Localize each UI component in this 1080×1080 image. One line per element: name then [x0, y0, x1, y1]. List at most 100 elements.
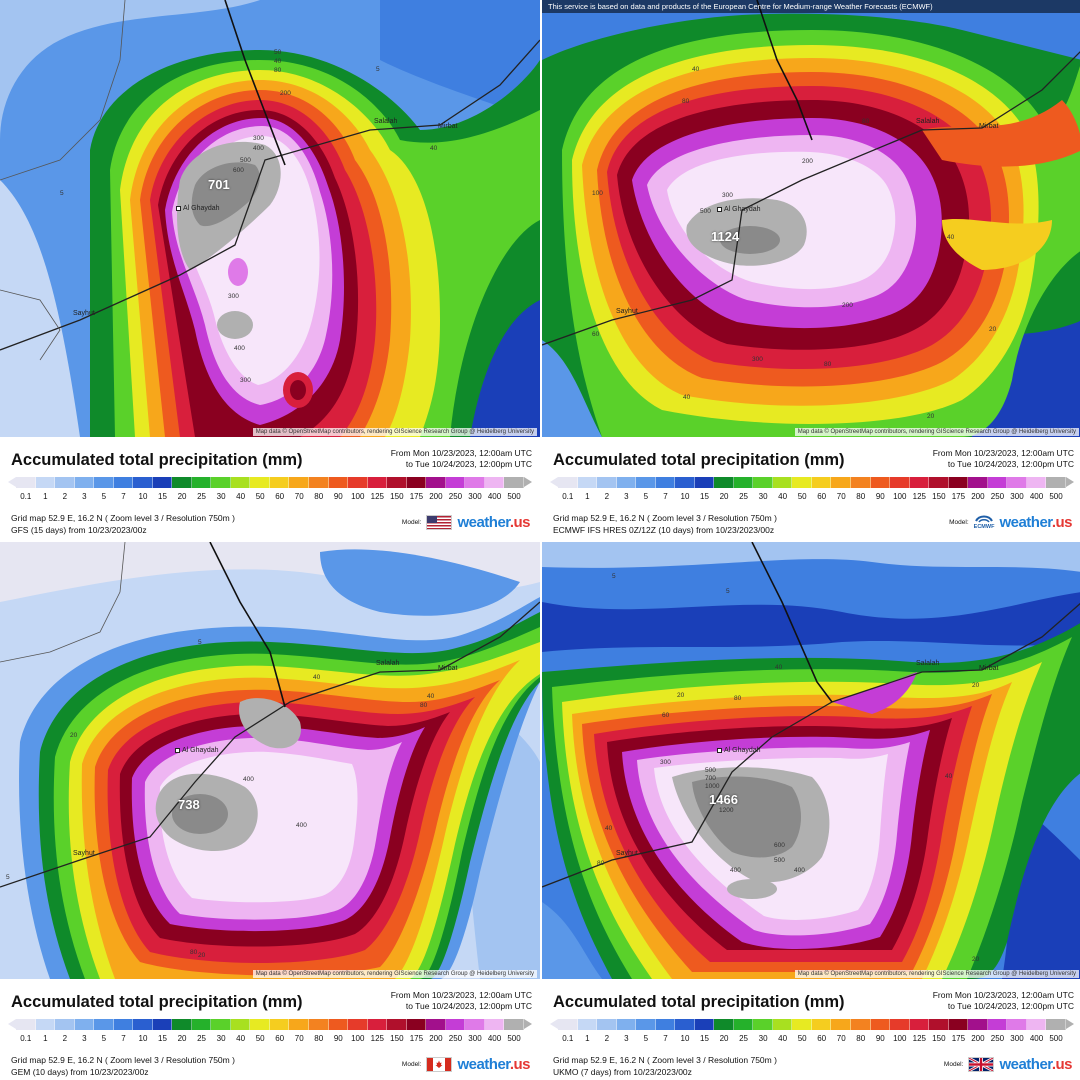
- scale-tick-label: 25: [197, 492, 206, 501]
- scale-tick-label: 15: [700, 492, 709, 501]
- scale-tick-label: 1: [585, 1034, 590, 1043]
- scale-swatch: [426, 477, 446, 488]
- max-value-label: 701: [208, 177, 230, 192]
- scale-right-arrow-icon: [524, 1019, 532, 1029]
- scale-tick-label: 7: [663, 492, 668, 501]
- legend-panel: Accumulated total precipitation (mm) Fro…: [0, 979, 540, 1080]
- scale-swatch: [269, 477, 290, 488]
- scale-tick-label: 90: [875, 1034, 885, 1043]
- max-value-label: 738: [178, 797, 200, 812]
- map-attribution[interactable]: Map data © OpenStreetMap contributors, r…: [252, 970, 537, 978]
- scale-swatch: [772, 1019, 793, 1030]
- scale-tick-label: 25: [739, 492, 748, 501]
- scale-swatch: [1026, 477, 1047, 488]
- scale-tick-label: 90: [875, 492, 885, 501]
- scale-tick-label: 400: [487, 1034, 502, 1043]
- scale-swatch: [909, 1019, 930, 1030]
- scale-tick-label: 400: [1029, 1034, 1044, 1043]
- scale-tick-label: 0.1: [20, 1034, 32, 1043]
- precip-map[interactable]: This service is based on data and produc…: [542, 0, 1080, 437]
- map-title: Accumulated total precipitation (mm): [553, 993, 845, 1011]
- brand-logo: weather.us: [457, 1055, 530, 1073]
- scale-tick-label: 40: [778, 492, 788, 501]
- scale-swatch: [968, 477, 988, 488]
- scale-swatch: [35, 1019, 56, 1030]
- scale-swatch: [74, 1019, 95, 1030]
- scale-swatch: [675, 1019, 695, 1030]
- city-sayhut: Sayhut: [616, 850, 638, 857]
- scale-tick-label: 3: [624, 492, 629, 501]
- scale-swatch: [348, 1019, 368, 1030]
- model-badge[interactable]: Model: weather.us: [402, 1053, 531, 1075]
- scale-swatch: [55, 1019, 75, 1030]
- time-period: From Mon 10/23/2023, 12:00am UTC to Tue 1…: [391, 448, 532, 470]
- scale-swatch: [890, 1019, 910, 1030]
- period-to: to Tue 10/24/2023, 12:00pm UTC: [947, 459, 1074, 469]
- usa-flag-icon: [426, 514, 453, 530]
- scale-swatch: [133, 1019, 153, 1030]
- model-badge[interactable]: Model: weather.us: [401, 511, 531, 533]
- color-scale-ticks: 0.1 1 2 3 5 7 10 15 20 25 30 40 50 60 70 80 90 100 125 150 1…: [16, 492, 524, 504]
- city-label: Mirbat: [979, 123, 999, 130]
- scale-tick-label: 125: [370, 492, 384, 501]
- scale-swatch: [558, 1019, 578, 1030]
- max-value-label: 1466: [709, 792, 738, 807]
- model-info: ECMWF IFS HRES 0Z/12Z (10 days) from 10/…: [553, 525, 775, 535]
- color-scale: [550, 1019, 1074, 1030]
- time-period: From Mon 10/23/2023, 12:00am UTC to Tue 1…: [391, 990, 532, 1012]
- city-label: Mirbat: [438, 123, 458, 130]
- precip-map[interactable]: 701 Al Ghaydah Salalah Mirbat Sayhut 50 …: [0, 0, 540, 437]
- contour-label: 5: [612, 573, 616, 580]
- scale-swatch: [987, 477, 1008, 488]
- color-scale-bar: [16, 1019, 524, 1030]
- scale-tick-label: 30: [758, 1034, 768, 1043]
- ecmwf-notice: This service is based on data and produc…: [542, 0, 1080, 13]
- city-sayhut: Sayhut: [73, 310, 95, 317]
- model-badge[interactable]: Model: weather.us: [943, 1053, 1073, 1075]
- contour-label: 200: [842, 302, 853, 309]
- scale-swatch: [929, 1019, 949, 1030]
- model-label: Model:: [943, 1060, 964, 1068]
- model-label: Model:: [949, 518, 969, 526]
- scale-tick-label: 50: [797, 1034, 807, 1043]
- scale-tick-label: 1: [585, 492, 590, 501]
- scale-swatch: [484, 1019, 505, 1030]
- contour-label: 200: [802, 158, 813, 165]
- model-badge[interactable]: Model: ECMWF weather.us: [949, 511, 1072, 533]
- scale-tick-label: 500: [1049, 492, 1063, 501]
- scale-swatch: [328, 1019, 349, 1030]
- scale-tick-label: 90: [333, 1034, 343, 1043]
- scale-swatch: [694, 1019, 715, 1030]
- contour-label: 60: [662, 712, 670, 719]
- contour-label: 600: [233, 167, 244, 174]
- scale-swatch: [948, 477, 969, 488]
- precip-map[interactable]: 738 Al Ghaydah Salalah Mirbat Sayhut 20 …: [0, 542, 540, 979]
- scale-swatch: [890, 477, 910, 488]
- city-marker-icon: [175, 747, 180, 753]
- contour-label: 40: [692, 66, 700, 73]
- scale-swatch: [577, 477, 598, 488]
- contour-label: 80: [682, 98, 690, 105]
- scale-tick-label: 50: [797, 492, 807, 501]
- scale-tick-label: 2: [62, 1034, 68, 1043]
- scale-tick-label: 3: [82, 492, 87, 501]
- map-attribution[interactable]: Map data © OpenStreetMap contributors, r…: [252, 428, 537, 436]
- scale-tick-label: 20: [177, 492, 187, 501]
- scale-tick-label: 70: [294, 1034, 304, 1043]
- precip-map[interactable]: 1466 Al Ghaydah Salalah Mirbat Sayhut 5 …: [542, 542, 1080, 979]
- legend-panel: Accumulated total precipitation (mm) Fro…: [542, 979, 1080, 1080]
- contour-label: 50: [274, 49, 282, 56]
- map-attribution[interactable]: Map data © OpenStreetMap contributors, r…: [794, 428, 1079, 436]
- scale-tick-label: 50: [255, 1034, 265, 1043]
- city-mirbat: Mirbat: [979, 665, 998, 672]
- map-attribution[interactable]: Map data © OpenStreetMap contributors, r…: [794, 970, 1079, 978]
- contour-label: 20: [972, 956, 980, 963]
- scale-tick-label: 5: [643, 492, 649, 501]
- scale-swatch: [230, 1019, 251, 1030]
- scale-tick-label: 2: [62, 492, 68, 501]
- scale-tick-label: 400: [1029, 492, 1044, 501]
- city-al-ghaydah: Al Ghaydah: [175, 747, 219, 754]
- model-label: Model:: [401, 518, 422, 526]
- scale-swatch: [1046, 477, 1066, 488]
- contour-label: 1000: [705, 783, 720, 790]
